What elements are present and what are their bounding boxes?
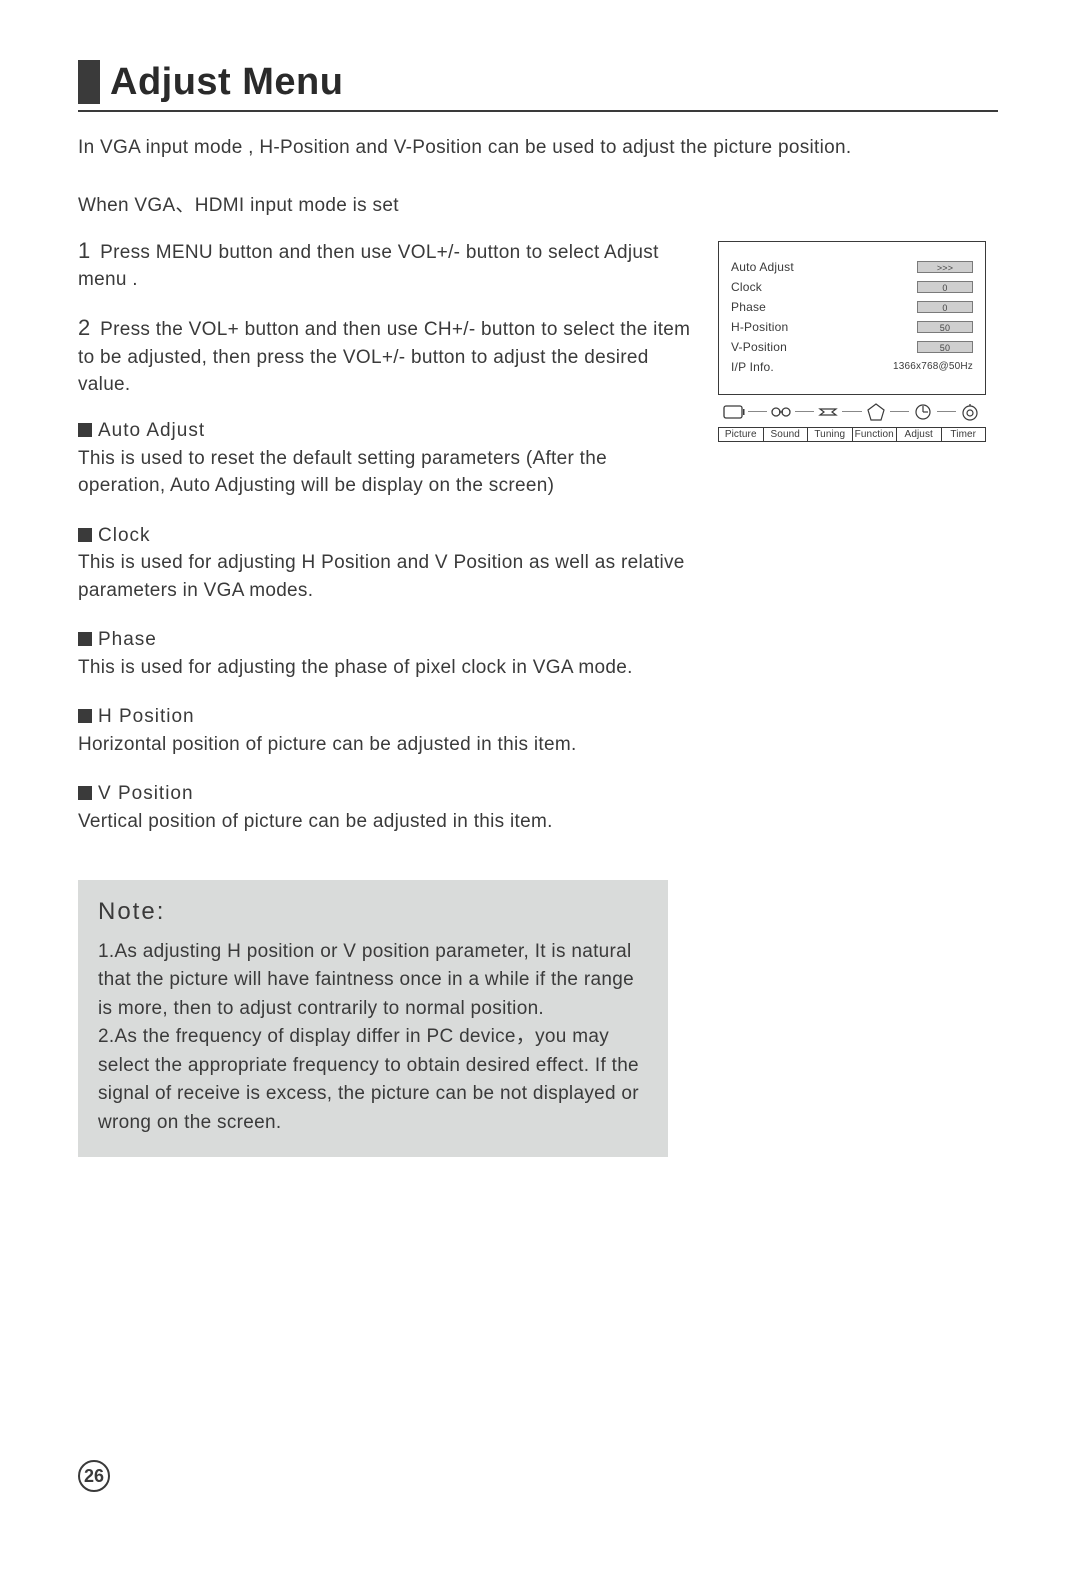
feature-title: V Position (98, 783, 194, 804)
title-accent-bar (78, 60, 100, 104)
note-heading: Note: (98, 894, 648, 930)
step-2: 2 Press the VOL+ button and then use CH+… (78, 312, 698, 399)
osd-value: 0 (917, 281, 973, 293)
feature-title: Auto Adjust (98, 420, 205, 441)
square-bullet-icon (78, 528, 92, 542)
osd-label: I/P Info. (731, 360, 893, 374)
function-icon (862, 401, 890, 423)
step-1: 1 Press MENU button and then use VOL+/- … (78, 235, 698, 294)
osd-label: Phase (731, 300, 917, 314)
osd-row-h-position: H-Position 50 (731, 320, 973, 334)
osd-tab-tuning: Tuning (808, 427, 853, 442)
note-line-2: 2.As the frequency of display differ in … (98, 1023, 648, 1137)
osd-settings-panel: Auto Adjust >>> Clock 0 Phase 0 H-Positi… (718, 241, 986, 395)
step-1-text: Press MENU button and then use VOL+/- bu… (78, 242, 659, 291)
osd-value: >>> (917, 261, 973, 273)
osd-value: 50 (917, 321, 973, 333)
osd-row-auto-adjust: Auto Adjust >>> (731, 260, 973, 274)
osd-tab-timer: Timer (942, 427, 987, 442)
osd-tab-sound: Sound (764, 427, 809, 442)
intro-paragraph: In VGA input mode , H-Position and V-Pos… (78, 134, 998, 162)
osd-row-v-position: V-Position 50 (731, 340, 973, 354)
osd-row-phase: Phase 0 (731, 300, 973, 314)
square-bullet-icon (78, 709, 92, 723)
adjust-icon (909, 401, 937, 423)
osd-info-value: 1366x768@50Hz (893, 361, 973, 372)
osd-menu-diagram: Auto Adjust >>> Clock 0 Phase 0 H-Positi… (718, 241, 986, 442)
square-bullet-icon (78, 786, 92, 800)
square-bullet-icon (78, 632, 92, 646)
osd-row-clock: Clock 0 (731, 280, 973, 294)
tuning-icon (814, 401, 842, 423)
feature-body: Vertical position of picture can be adju… (78, 811, 553, 832)
osd-value: 0 (917, 301, 973, 313)
osd-label: V-Position (731, 340, 917, 354)
step-2-number: 2 (78, 315, 91, 340)
step-1-number: 1 (78, 238, 91, 263)
sound-icon (767, 401, 795, 423)
square-bullet-icon (78, 423, 92, 437)
osd-tab-row: Picture Sound Tuning Function Adjust Tim… (718, 427, 986, 442)
osd-row-ip-info: I/P Info. 1366x768@50Hz (731, 360, 973, 374)
feature-auto-adjust: Auto Adjust This is used to reset the de… (78, 417, 698, 500)
mode-subhead: When VGA、HDMI input mode is set (78, 190, 998, 217)
feature-title: Phase (98, 629, 157, 650)
osd-icon-row (718, 395, 986, 427)
feature-title: H Position (98, 706, 195, 727)
page-number: 26 (78, 1460, 110, 1492)
feature-v-position: V Position Vertical position of picture … (78, 780, 698, 835)
picture-icon (720, 401, 748, 423)
osd-label: Auto Adjust (731, 260, 917, 274)
feature-clock: Clock This is used for adjusting H Posit… (78, 522, 698, 605)
osd-tab-picture: Picture (718, 427, 764, 442)
osd-label: Clock (731, 280, 917, 294)
feature-phase: Phase This is used for adjusting the pha… (78, 626, 698, 681)
feature-body: This is used for adjusting H Position an… (78, 552, 685, 601)
feature-body: Horizontal position of picture can be ad… (78, 734, 577, 755)
feature-body: This is used for adjusting the phase of … (78, 657, 633, 678)
feature-title: Clock (98, 525, 151, 546)
step-2-text: Press the VOL+ button and then use CH+/-… (78, 319, 690, 395)
osd-label: H-Position (731, 320, 917, 334)
osd-tab-function: Function (853, 427, 898, 442)
feature-h-position: H Position Horizontal position of pictur… (78, 703, 698, 758)
page-title: Adjust Menu (110, 61, 343, 104)
feature-body: This is used to reset the default settin… (78, 448, 607, 497)
note-box: Note: 1.As adjusting H position or V pos… (78, 880, 668, 1158)
timer-icon (956, 401, 984, 423)
osd-value: 50 (917, 341, 973, 353)
page-title-row: Adjust Menu (78, 60, 998, 112)
osd-tab-adjust: Adjust (897, 427, 942, 442)
note-line-1: 1.As adjusting H position or V position … (98, 938, 648, 1024)
